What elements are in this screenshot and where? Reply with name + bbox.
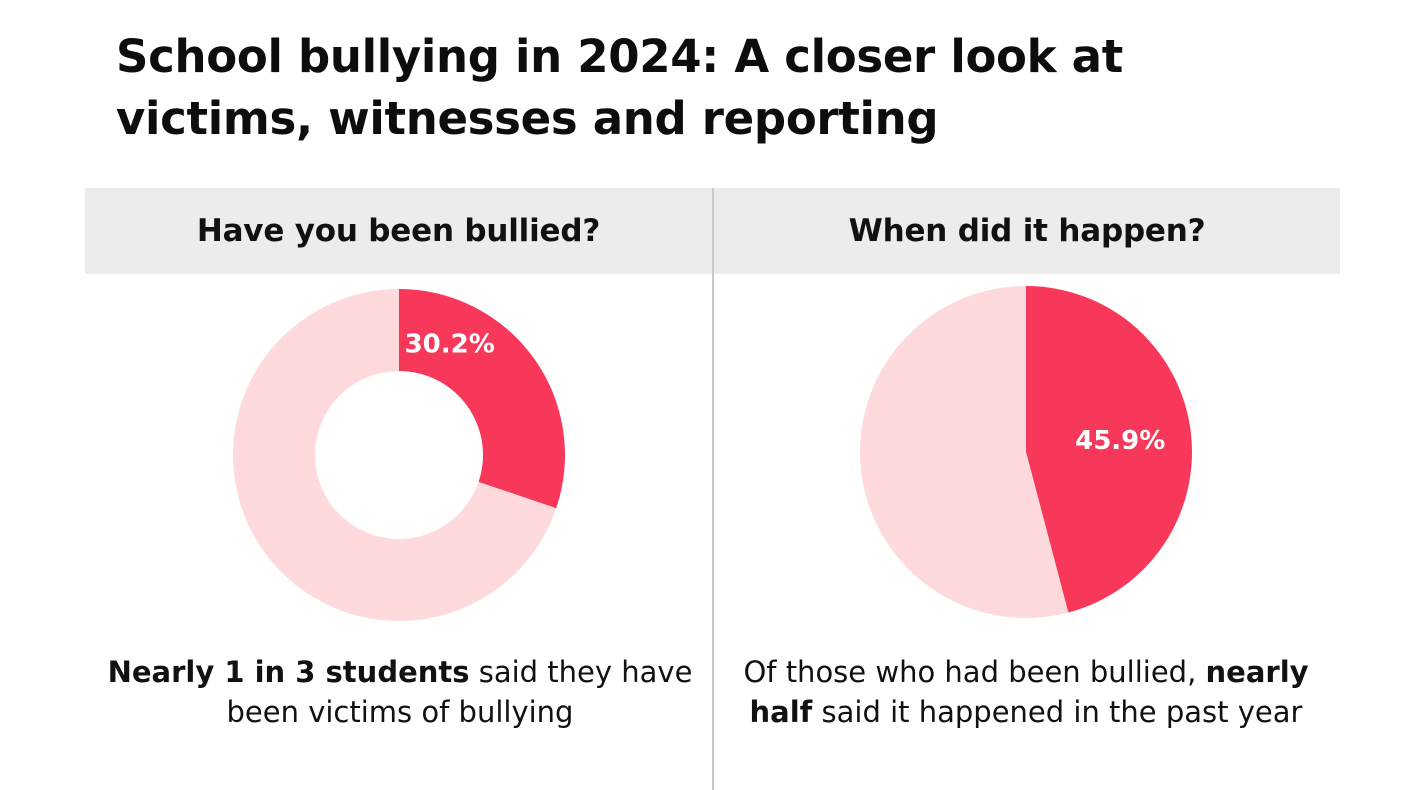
page-title: School bullying in 2024: A closer look a…: [116, 30, 1123, 145]
left-chart-title: Have you been bullied?: [196, 213, 601, 249]
left-caption: Nearly 1 in 3 students said they have be…: [100, 652, 700, 732]
pie-slice-remainder: [859, 286, 1069, 618]
left-caption-rest: said they have been victims of bullying: [226, 655, 693, 729]
pie-chart-when: 45.9%: [859, 286, 1192, 618]
donut-chart-bullied: 30.2%: [232, 289, 565, 621]
right-chart-title: When did it happen?: [848, 213, 1206, 249]
right-caption: Of those who had been bullied, nearly ha…: [720, 652, 1332, 732]
right-caption-bold: nearly half: [749, 655, 1309, 729]
donut-value-label: 30.2%: [405, 330, 495, 360]
right-panel-header: When did it happen?: [714, 188, 1340, 274]
right-caption-rest: said it happened in the past year: [812, 695, 1303, 729]
left-caption-bold: Nearly 1 in 3 students: [107, 655, 470, 689]
right-caption-pre: Of those who had been bullied,: [743, 655, 1206, 689]
panel-divider: [712, 188, 714, 790]
pie-value-label: 45.9%: [1075, 426, 1165, 456]
donut-slice-remainder: [232, 289, 557, 621]
pie-slice-highlight: [1026, 286, 1192, 613]
donut-slice-highlight: [399, 289, 565, 509]
left-panel-header: Have you been bullied?: [85, 188, 712, 274]
